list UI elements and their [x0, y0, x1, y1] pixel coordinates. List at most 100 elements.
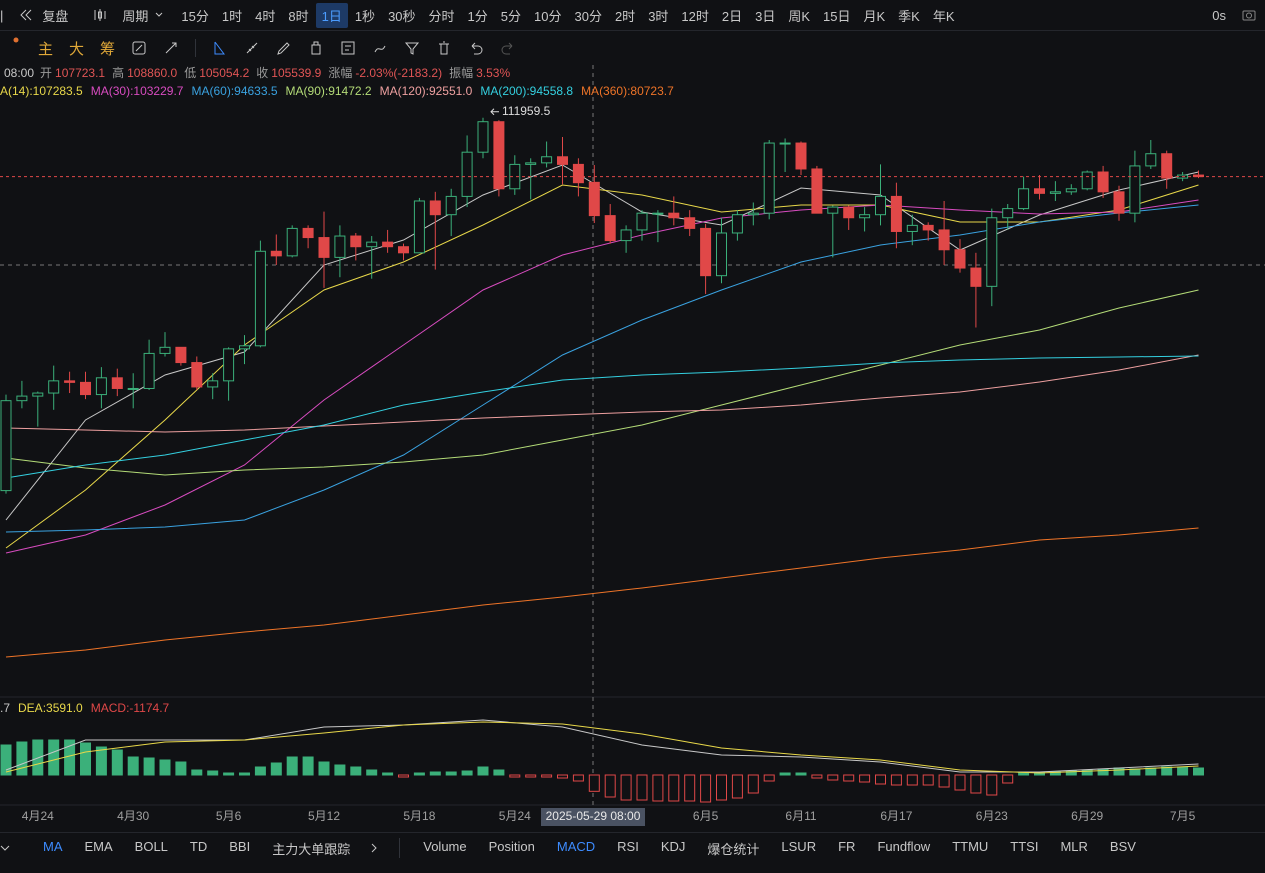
ma-legend: A(14):107283.5: [0, 84, 83, 98]
tool-icon[interactable]: [244, 40, 260, 56]
macd-bar: [763, 774, 775, 782]
indicator-tab[interactable]: BBI: [229, 838, 251, 854]
candle-body: [366, 241, 378, 248]
period-toolbar: | 复盘 周期 15分 1时 4时 8时 1日 1秒 30秒 分时 1分 5分 10分 30分 2时 3时…: [0, 0, 1265, 31]
candle-body: [191, 362, 203, 388]
indicator-tab[interactable]: TTSI: [1010, 838, 1039, 854]
indicator-tab[interactable]: LSUR: [781, 838, 817, 854]
interval-button[interactable]: 4时: [255, 8, 276, 24]
interval-button[interactable]: 周K: [788, 8, 811, 24]
ma-line: [5, 204, 1199, 533]
interval-button[interactable]: 1日: [315, 2, 348, 28]
candle-body: [684, 217, 696, 229]
tool-icon[interactable]: [276, 40, 292, 56]
ma-line: [5, 289, 1199, 476]
replay-button[interactable]: 复盘: [42, 8, 69, 24]
indicator-tab[interactable]: EMA: [84, 838, 113, 854]
tool-icon[interactable]: [163, 40, 179, 56]
indicator-tab[interactable]: TD: [189, 838, 208, 854]
indicator-tab[interactable]: MA: [43, 838, 63, 854]
candle-body: [716, 232, 727, 277]
candle-body: [95, 377, 107, 396]
replay-icon[interactable]: [18, 7, 34, 23]
interval-button[interactable]: 1秒: [354, 8, 376, 24]
interval-button[interactable]: 月K: [863, 8, 886, 24]
candle-body: [270, 250, 282, 257]
interval-button[interactable]: 10分: [534, 8, 562, 24]
interval-button[interactable]: 1时: [221, 8, 243, 24]
indicator-tab[interactable]: RSI: [617, 838, 639, 854]
undo-icon[interactable]: [468, 40, 484, 56]
candle-body: [1161, 153, 1173, 179]
interval-button[interactable]: 3时: [648, 8, 669, 24]
candle-style-icon[interactable]: [92, 7, 108, 23]
macd-bar: [159, 759, 171, 776]
ma-legend: MA(360):80723.7: [581, 84, 674, 98]
screenshot-icon[interactable]: [1241, 7, 1257, 23]
indicator-tab[interactable]: BSV: [1109, 838, 1136, 854]
candle-body: [954, 249, 966, 269]
interval-button[interactable]: 年K: [932, 8, 955, 24]
candle-body: [890, 195, 902, 232]
interval-button[interactable]: 15日: [823, 8, 851, 24]
tool-icon[interactable]: [340, 40, 356, 56]
interval-button[interactable]: 12时: [681, 8, 709, 24]
info-time: 08:00: [4, 66, 34, 80]
info-label: 开: [40, 66, 52, 80]
candle-body: [127, 387, 139, 390]
redo-icon[interactable]: [500, 40, 516, 56]
collapse-icon[interactable]: [0, 843, 10, 853]
indicator-tab[interactable]: Fundflow: [877, 838, 931, 854]
indicator-tab[interactable]: FR: [838, 838, 856, 854]
tool-icon[interactable]: [131, 40, 147, 56]
interval-button[interactable]: 3日: [755, 8, 776, 24]
macd-bar: [239, 772, 250, 776]
interval-button[interactable]: 2日: [721, 8, 743, 24]
macd-bar: [843, 774, 855, 782]
overlay-toggle[interactable]: 大: [69, 40, 85, 58]
interval-button[interactable]: 8时: [288, 8, 309, 24]
indicator-tab[interactable]: MACD: [556, 838, 596, 854]
menu-edge[interactable]: |: [0, 7, 4, 23]
tool-icon[interactable]: [372, 40, 388, 56]
overlay-toggle[interactable]: 筹: [100, 40, 116, 58]
interval-button[interactable]: 30秒: [388, 8, 416, 24]
indicator-tab[interactable]: KDJ: [660, 838, 686, 854]
macd-bar: [334, 764, 346, 776]
indicator-tab[interactable]: 主力大单跟踪: [272, 841, 351, 857]
indicator-tab[interactable]: 爆仓统计: [707, 841, 760, 857]
macd-bar: [127, 756, 139, 776]
interval-button[interactable]: 5分: [500, 8, 522, 24]
interval-button[interactable]: 2时: [614, 8, 636, 24]
indicator-tabs: MA EMA BOLL TD BBI 主力大单跟踪 Volume Position MACD R…: [0, 832, 1265, 863]
indicator-tab[interactable]: MLR: [1060, 838, 1088, 854]
interval-button[interactable]: 季K: [898, 8, 920, 24]
macd-bar: [1161, 766, 1173, 776]
macd-bar: [731, 774, 743, 799]
indicator-tab[interactable]: BOLL: [134, 838, 168, 854]
tool-icon[interactable]: [308, 40, 324, 56]
macd-bar: [366, 769, 378, 776]
ma-legend: MA(60):94633.5: [191, 84, 277, 98]
candle-body: [1065, 188, 1077, 193]
candle-body: [1002, 208, 1014, 219]
interval-button[interactable]: 分时: [428, 8, 455, 24]
indicator-tab[interactable]: Volume: [423, 838, 467, 854]
period-menu[interactable]: 周期: [122, 8, 149, 24]
macd-bar: [604, 774, 616, 798]
macd-bar: [493, 769, 505, 776]
indicator-tab[interactable]: TTMU: [952, 838, 989, 854]
overlay-toggle[interactable]: 主: [38, 40, 54, 58]
ma-legend: MA(200):94558.8: [480, 84, 573, 98]
delete-icon[interactable]: [436, 40, 452, 56]
more-icon[interactable]: [369, 842, 379, 854]
macd-bar: [636, 774, 648, 801]
filter-icon[interactable]: [404, 40, 420, 56]
candle-body: [382, 241, 394, 248]
tool-icon[interactable]: [212, 40, 228, 56]
indicator-tab[interactable]: Position: [488, 838, 535, 854]
interval-button[interactable]: 1分: [467, 8, 488, 24]
interval-button[interactable]: 30分: [574, 8, 602, 24]
interval-button[interactable]: 15分: [181, 8, 209, 24]
x-tick-label: 6月11: [785, 809, 816, 823]
